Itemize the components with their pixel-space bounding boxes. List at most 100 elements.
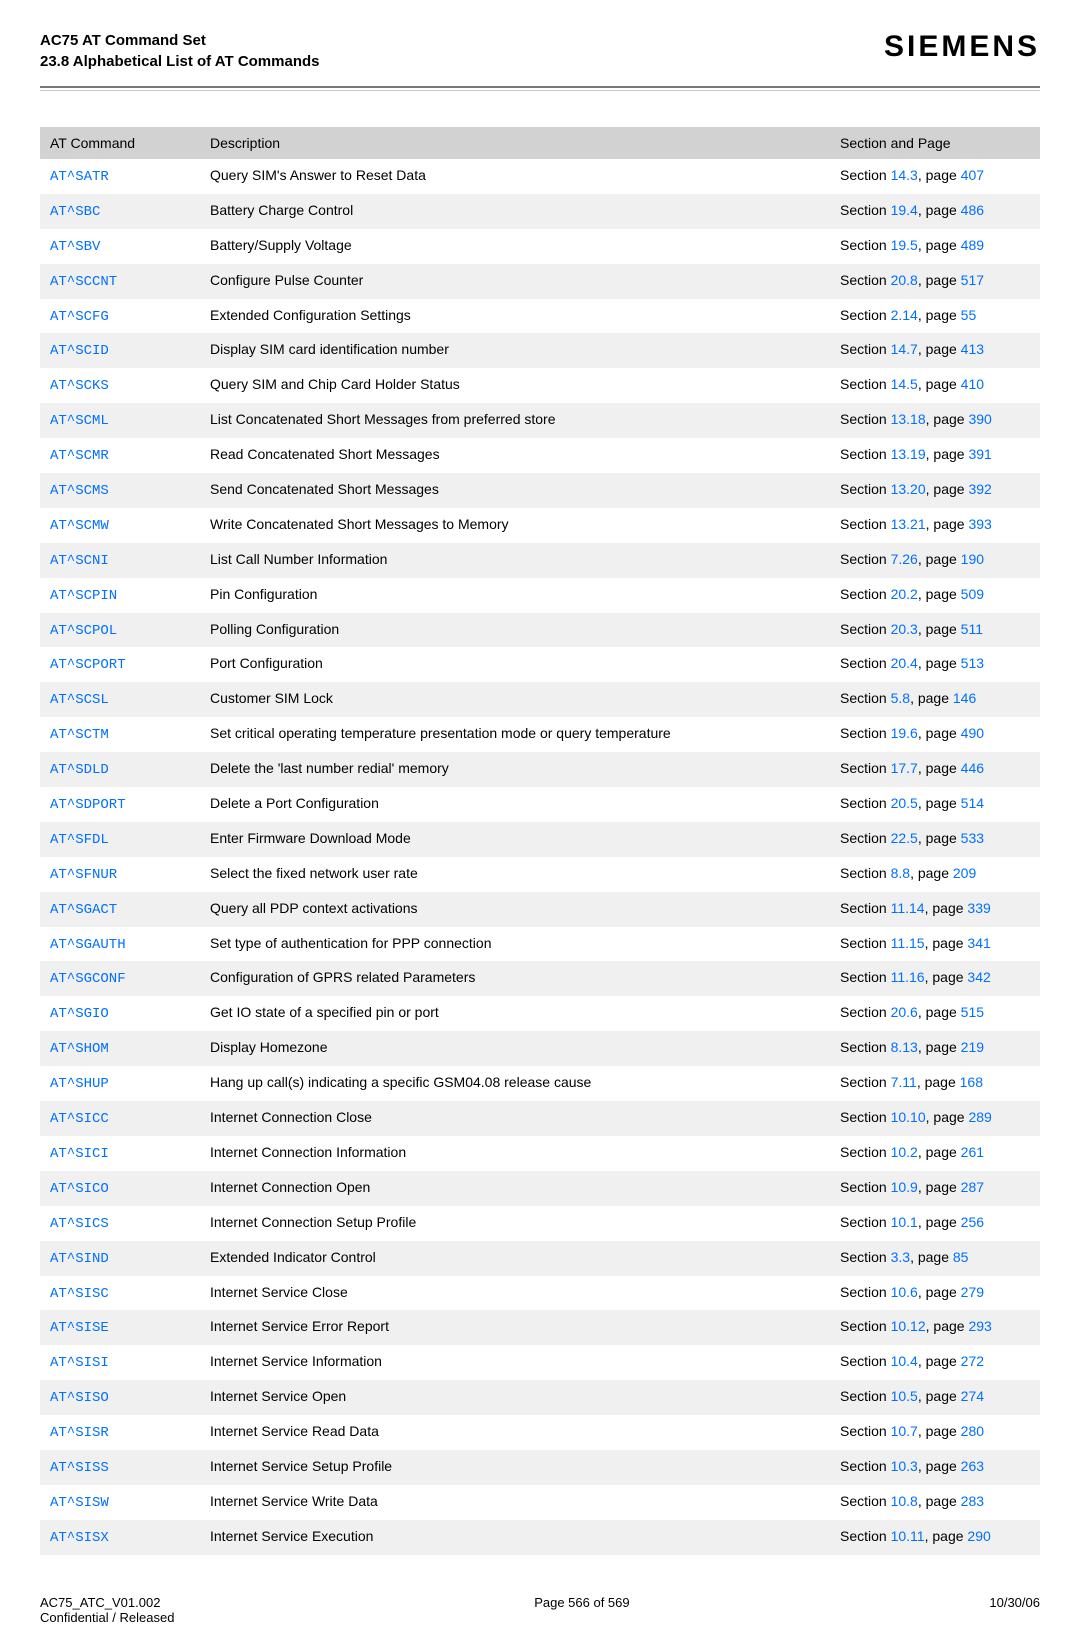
section-link[interactable]: 10.2 — [891, 1144, 918, 1160]
section-link[interactable]: 10.10 — [891, 1109, 926, 1125]
page-link[interactable]: 274 — [961, 1388, 984, 1404]
section-link[interactable]: 14.3 — [891, 167, 918, 183]
section-link[interactable]: 22.5 — [891, 830, 918, 846]
section-link[interactable]: 20.3 — [891, 621, 918, 637]
section-link[interactable]: 10.8 — [891, 1493, 918, 1509]
page-link[interactable]: 219 — [961, 1039, 984, 1055]
command-link[interactable]: AT^SFDL — [50, 832, 109, 848]
page-link[interactable]: 209 — [953, 865, 976, 881]
section-link[interactable]: 13.21 — [891, 516, 926, 532]
command-link[interactable]: AT^SISW — [50, 1495, 109, 1511]
section-link[interactable]: 20.5 — [891, 795, 918, 811]
command-link[interactable]: AT^SCML — [50, 413, 109, 429]
page-link[interactable]: 168 — [960, 1074, 983, 1090]
command-link[interactable]: AT^SISC — [50, 1286, 109, 1302]
command-link[interactable]: AT^SISX — [50, 1530, 109, 1546]
section-link[interactable]: 13.20 — [891, 481, 926, 497]
page-link[interactable]: 263 — [961, 1458, 984, 1474]
section-link[interactable]: 3.3 — [891, 1249, 910, 1265]
page-link[interactable]: 392 — [968, 481, 991, 497]
command-link[interactable]: AT^SICI — [50, 1146, 109, 1162]
command-link[interactable]: AT^SICS — [50, 1216, 109, 1232]
section-link[interactable]: 11.16 — [891, 969, 925, 985]
command-link[interactable]: AT^SGCONF — [50, 971, 126, 987]
page-link[interactable]: 279 — [961, 1284, 984, 1300]
page-link[interactable]: 341 — [967, 935, 990, 951]
page-link[interactable]: 55 — [961, 307, 977, 323]
section-link[interactable]: 13.19 — [891, 446, 926, 462]
command-link[interactable]: AT^SDPORT — [50, 797, 126, 813]
command-link[interactable]: AT^SCMR — [50, 448, 109, 464]
page-link[interactable]: 413 — [961, 341, 984, 357]
section-link[interactable]: 13.18 — [891, 411, 926, 427]
command-link[interactable]: AT^SCSL — [50, 692, 109, 708]
command-link[interactable]: AT^SIND — [50, 1251, 109, 1267]
command-link[interactable]: AT^SCPIN — [50, 588, 117, 604]
command-link[interactable]: AT^SFNUR — [50, 867, 117, 883]
command-link[interactable]: AT^SBV — [50, 239, 100, 255]
section-link[interactable]: 14.5 — [891, 376, 918, 392]
section-link[interactable]: 20.2 — [891, 586, 918, 602]
command-link[interactable]: AT^SGACT — [50, 902, 117, 918]
section-link[interactable]: 20.4 — [891, 655, 918, 671]
page-link[interactable]: 272 — [961, 1353, 984, 1369]
section-link[interactable]: 10.7 — [891, 1423, 918, 1439]
section-link[interactable]: 14.7 — [891, 341, 918, 357]
command-link[interactable]: AT^SISI — [50, 1355, 109, 1371]
page-link[interactable]: 446 — [961, 760, 984, 776]
page-link[interactable]: 290 — [967, 1528, 990, 1544]
command-link[interactable]: AT^SCPOL — [50, 623, 117, 639]
command-link[interactable]: AT^SISE — [50, 1320, 109, 1336]
command-link[interactable]: AT^SCID — [50, 343, 109, 359]
section-link[interactable]: 19.5 — [891, 237, 918, 253]
page-link[interactable]: 513 — [961, 655, 984, 671]
section-link[interactable]: 11.15 — [891, 935, 925, 951]
section-link[interactable]: 7.11 — [891, 1074, 917, 1090]
command-link[interactable]: AT^SHUP — [50, 1076, 109, 1092]
section-link[interactable]: 7.26 — [891, 551, 918, 567]
section-link[interactable]: 10.5 — [891, 1388, 918, 1404]
section-link[interactable]: 8.8 — [891, 865, 910, 881]
command-link[interactable]: AT^SHOM — [50, 1041, 109, 1057]
page-link[interactable]: 261 — [961, 1144, 984, 1160]
page-link[interactable]: 146 — [953, 690, 976, 706]
page-link[interactable]: 515 — [961, 1004, 984, 1020]
command-link[interactable]: AT^SICC — [50, 1111, 109, 1127]
command-link[interactable]: AT^SDLD — [50, 762, 109, 778]
section-link[interactable]: 5.8 — [891, 690, 910, 706]
section-link[interactable]: 19.4 — [891, 202, 918, 218]
section-link[interactable]: 10.12 — [891, 1318, 926, 1334]
command-link[interactable]: AT^SCMS — [50, 483, 109, 499]
page-link[interactable]: 489 — [961, 237, 984, 253]
page-link[interactable]: 533 — [961, 830, 984, 846]
command-link[interactable]: AT^SGAUTH — [50, 937, 126, 953]
command-link[interactable]: AT^SCCNT — [50, 274, 117, 290]
section-link[interactable]: 17.7 — [891, 760, 918, 776]
section-link[interactable]: 10.4 — [891, 1353, 918, 1369]
section-link[interactable]: 8.13 — [891, 1039, 918, 1055]
command-link[interactable]: AT^SCPORT — [50, 657, 126, 673]
page-link[interactable]: 490 — [961, 725, 984, 741]
page-link[interactable]: 390 — [968, 411, 991, 427]
section-link[interactable]: 10.1 — [891, 1214, 918, 1230]
command-link[interactable]: AT^SCTM — [50, 727, 109, 743]
command-link[interactable]: AT^SISR — [50, 1425, 109, 1441]
section-link[interactable]: 19.6 — [891, 725, 918, 741]
page-link[interactable]: 517 — [961, 272, 984, 288]
page-link[interactable]: 287 — [961, 1179, 984, 1195]
page-link[interactable]: 293 — [968, 1318, 991, 1334]
section-link[interactable]: 2.14 — [891, 307, 918, 323]
section-link[interactable]: 20.6 — [891, 1004, 918, 1020]
command-link[interactable]: AT^SCFG — [50, 309, 109, 325]
page-link[interactable]: 407 — [961, 167, 984, 183]
page-link[interactable]: 486 — [961, 202, 984, 218]
command-link[interactable]: AT^SBC — [50, 204, 100, 220]
page-link[interactable]: 339 — [967, 900, 990, 916]
page-link[interactable]: 511 — [961, 621, 983, 637]
section-link[interactable]: 10.9 — [891, 1179, 918, 1195]
page-link[interactable]: 391 — [968, 446, 991, 462]
command-link[interactable]: AT^SCNI — [50, 553, 109, 569]
section-link[interactable]: 10.6 — [891, 1284, 918, 1300]
page-link[interactable]: 509 — [961, 586, 984, 602]
command-link[interactable]: AT^SCMW — [50, 518, 109, 534]
